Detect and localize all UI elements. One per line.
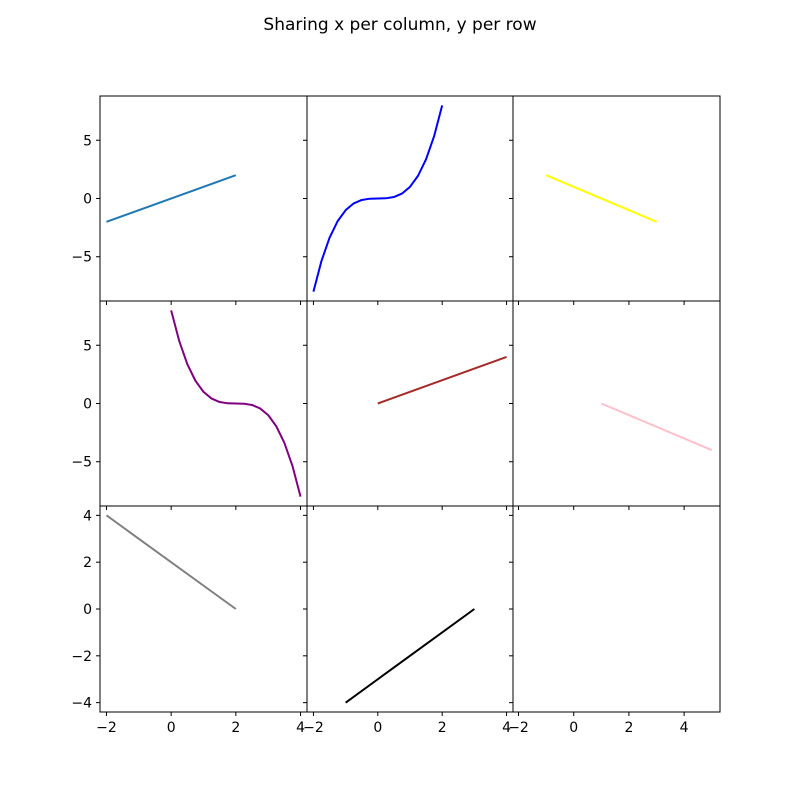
- xtick-label: 2: [624, 720, 633, 736]
- ytick-label: 5: [83, 338, 92, 354]
- series-line-r0-c0: [106, 174, 237, 223]
- xtick-label: 2: [438, 720, 447, 736]
- ytick-label: 5: [83, 133, 92, 149]
- ytick-label: 4: [83, 508, 92, 524]
- figure-title: Sharing x per column, y per row: [263, 15, 536, 35]
- ytick-label: 0: [83, 602, 92, 618]
- ytick-label: −2: [71, 649, 92, 665]
- xtick-label: 0: [569, 720, 578, 736]
- series-line-r2-c1: [345, 608, 475, 704]
- xtick-label: −2: [96, 720, 117, 736]
- ytick-label: 0: [83, 192, 92, 208]
- xtick-label: −2: [508, 720, 529, 736]
- xtick-label: 4: [680, 720, 689, 736]
- series-line-r1-c1: [377, 355, 507, 405]
- ytick-label: −5: [71, 250, 92, 266]
- xtick-label: 4: [296, 720, 305, 736]
- series-line-r1-c0: [170, 310, 302, 497]
- ytick-label: 0: [83, 397, 92, 413]
- axes-frame: [512, 505, 721, 713]
- series-line-r0-c1: [312, 105, 444, 292]
- series-line-r1-c2: [600, 402, 713, 452]
- ytick-label: 2: [83, 555, 92, 571]
- xtick-label: 2: [231, 720, 240, 736]
- series-line-r2-c0: [105, 514, 237, 610]
- ytick-label: −4: [71, 696, 92, 712]
- xtick-label: 4: [502, 720, 511, 736]
- subplot-r2-c2: −2 0 2 4: [508, 505, 721, 736]
- xtick-label: 0: [167, 720, 176, 736]
- xtick-label: 0: [373, 720, 382, 736]
- xtick-label: −2: [303, 720, 324, 736]
- series-line-r0-c2: [545, 174, 657, 223]
- ytick-label: −5: [71, 455, 92, 471]
